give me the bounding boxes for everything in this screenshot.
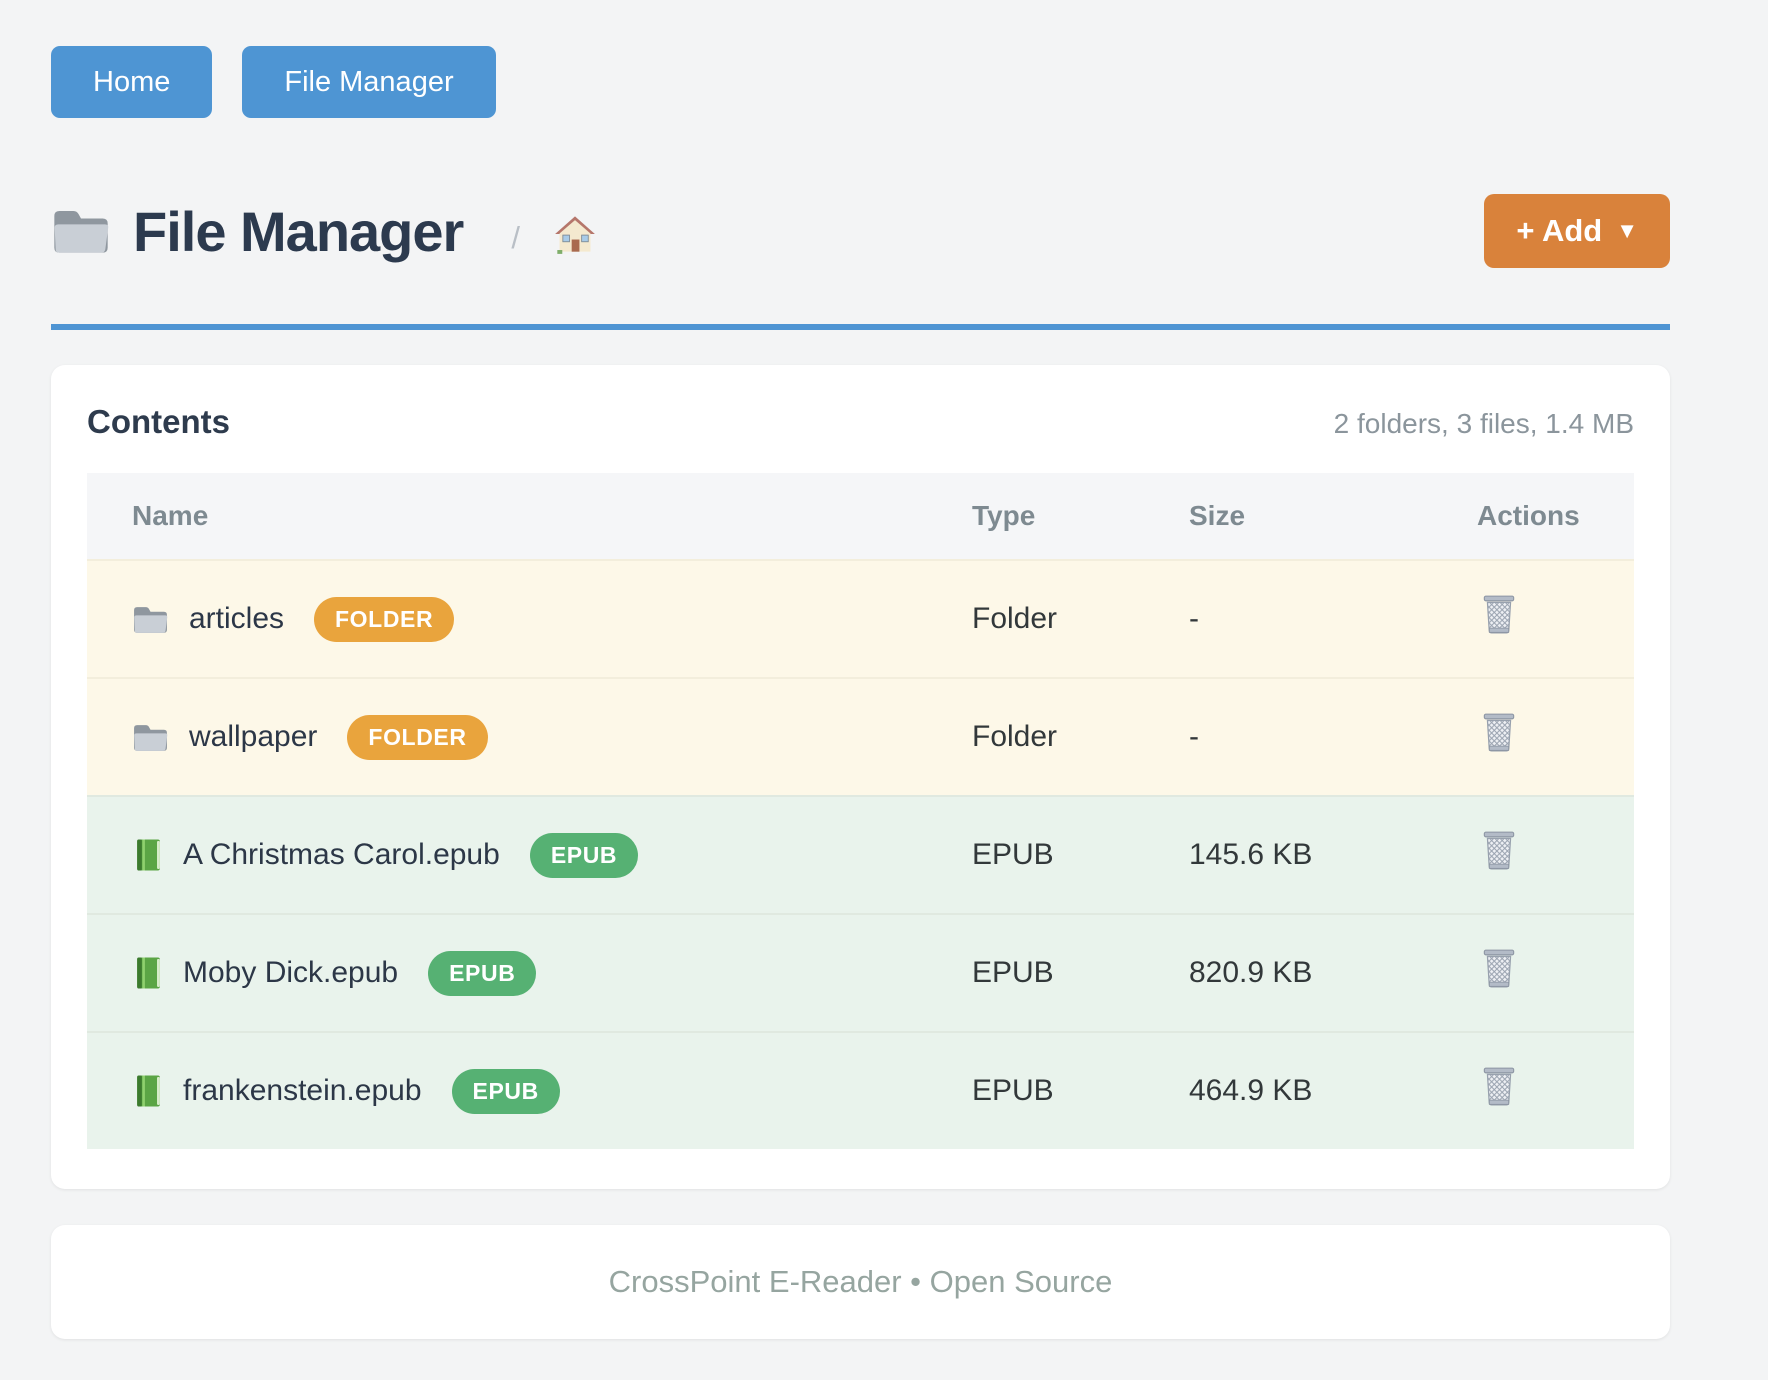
- book-icon: [132, 955, 163, 991]
- actions-cell: [1477, 1031, 1634, 1149]
- file-name: frankenstein.epub: [183, 1074, 422, 1107]
- trash-icon: [1481, 712, 1517, 754]
- table-row[interactable]: articles FOLDER Folder -: [87, 559, 1634, 677]
- contents-heading: Contents: [87, 403, 230, 440]
- title-group: File Manager /: [51, 199, 1484, 264]
- type-badge: FOLDER: [347, 714, 488, 760]
- type-cell: EPUB: [972, 1031, 1189, 1149]
- trash-icon: [1481, 594, 1517, 636]
- type-badge: EPUB: [451, 1068, 560, 1114]
- file-name: Moby Dick.epub: [183, 956, 399, 989]
- table-row[interactable]: wallpaper FOLDER Folder -: [87, 677, 1634, 795]
- trash-icon: [1481, 1066, 1517, 1108]
- column-header-size: Size: [1189, 473, 1477, 559]
- delete-button[interactable]: [1481, 1066, 1517, 1108]
- type-badge: EPUB: [529, 832, 639, 878]
- folder-icon: [51, 206, 111, 256]
- book-icon: [132, 1073, 163, 1109]
- add-button[interactable]: + Add ▼: [1484, 194, 1670, 268]
- top-navigation: Home File Manager: [51, 46, 1670, 118]
- size-cell: -: [1189, 559, 1477, 677]
- column-header-actions: Actions: [1477, 473, 1634, 559]
- file-name: wallpaper: [189, 720, 318, 753]
- size-cell: -: [1189, 677, 1477, 795]
- table-row[interactable]: Moby Dick.epub EPUB EPUB 820.9 KB: [87, 913, 1634, 1031]
- folder-icon: [132, 722, 169, 753]
- column-header-name: Name: [87, 473, 972, 559]
- page: Home File Manager File Manager / + Add ▼…: [51, 46, 1670, 1339]
- page-title: File Manager: [133, 199, 464, 263]
- delete-button[interactable]: [1481, 948, 1517, 990]
- add-button-label: + Add: [1516, 213, 1603, 248]
- house-icon: [554, 214, 596, 254]
- folder-icon: [132, 604, 169, 635]
- delete-button[interactable]: [1481, 830, 1517, 872]
- delete-button[interactable]: [1481, 594, 1517, 636]
- breadcrumb-home[interactable]: [554, 214, 596, 259]
- contents-card-header: Contents 2 folders, 3 files, 1.4 MB: [87, 403, 1634, 441]
- table-row[interactable]: A Christmas Carol.epub EPUB EPUB 145.6 K…: [87, 795, 1634, 913]
- delete-button[interactable]: [1481, 712, 1517, 754]
- contents-summary: 2 folders, 3 files, 1.4 MB: [1333, 408, 1634, 439]
- size-cell: 820.9 KB: [1189, 913, 1477, 1031]
- accent-divider: [51, 324, 1670, 330]
- actions-cell: [1477, 913, 1634, 1031]
- trash-icon: [1481, 948, 1517, 990]
- footer: CrossPoint E-Reader • Open Source: [51, 1225, 1670, 1339]
- actions-cell: [1477, 677, 1634, 795]
- nav-button-home[interactable]: Home: [51, 46, 213, 118]
- file-name: articles: [189, 602, 285, 635]
- file-table: Name Type Size Actions articles FOLDER F…: [87, 473, 1634, 1149]
- actions-cell: [1477, 795, 1634, 913]
- breadcrumb-separator: /: [511, 220, 520, 255]
- chevron-down-icon: ▼: [1616, 218, 1638, 243]
- table-body: articles FOLDER Folder - wallpaper FOLDE…: [87, 559, 1634, 1149]
- table-row[interactable]: frankenstein.epub EPUB EPUB 464.9 KB: [87, 1031, 1634, 1149]
- type-cell: Folder: [972, 559, 1189, 677]
- trash-icon: [1481, 830, 1517, 872]
- contents-card: Contents 2 folders, 3 files, 1.4 MB Name…: [51, 365, 1670, 1189]
- size-cell: 464.9 KB: [1189, 1031, 1477, 1149]
- size-cell: 145.6 KB: [1189, 795, 1477, 913]
- type-badge: EPUB: [428, 950, 537, 996]
- page-header: File Manager / + Add ▼: [51, 194, 1670, 268]
- type-cell: Folder: [972, 677, 1189, 795]
- type-cell: EPUB: [972, 795, 1189, 913]
- nav-button-file-manager[interactable]: File Manager: [242, 46, 496, 118]
- file-table-header: Name Type Size Actions: [87, 473, 1634, 559]
- file-name: A Christmas Carol.epub: [183, 838, 500, 871]
- book-icon: [132, 837, 163, 873]
- column-header-type: Type: [972, 473, 1189, 559]
- type-cell: EPUB: [972, 913, 1189, 1031]
- type-badge: FOLDER: [314, 596, 455, 642]
- actions-cell: [1477, 559, 1634, 677]
- footer-text: CrossPoint E-Reader • Open Source: [608, 1264, 1113, 1299]
